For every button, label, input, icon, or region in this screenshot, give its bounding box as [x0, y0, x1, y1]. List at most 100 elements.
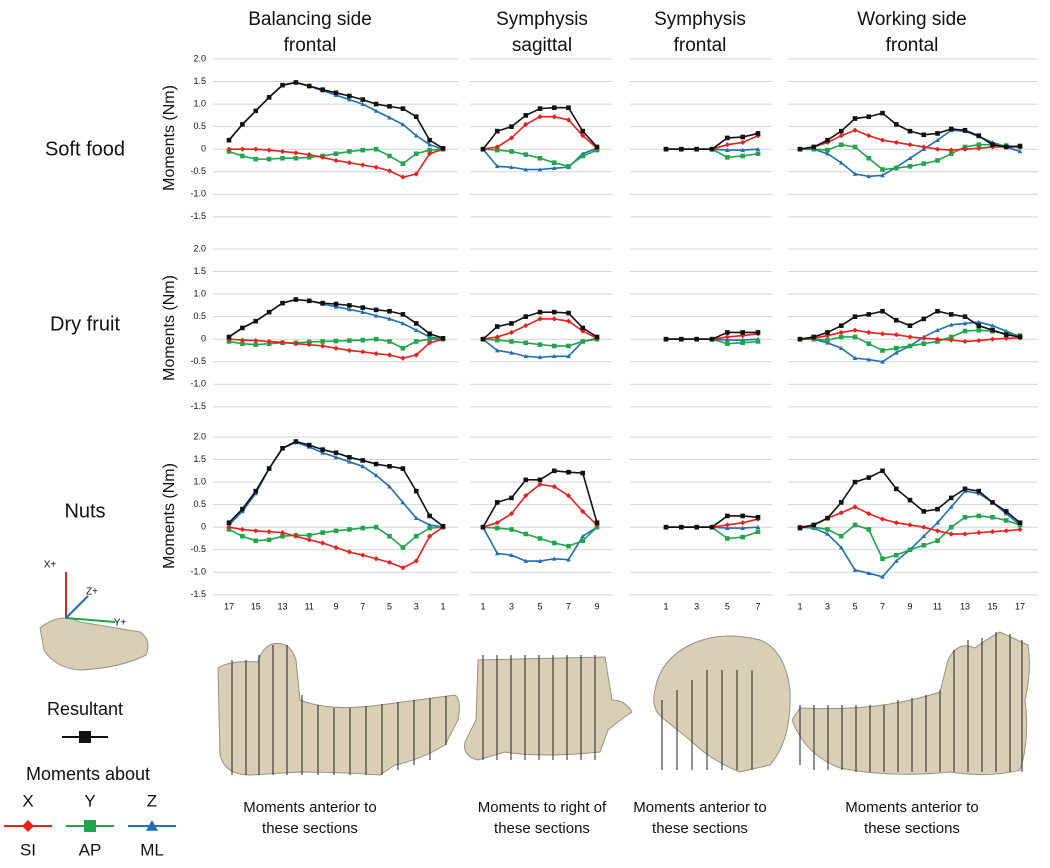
x-tick-label: 9: [594, 601, 599, 611]
marker: [373, 146, 379, 152]
marker: [880, 359, 885, 364]
marker: [360, 337, 366, 343]
marker: [976, 530, 982, 536]
marker: [921, 533, 927, 539]
marker: [948, 495, 954, 501]
marker: [413, 488, 419, 494]
marker: [320, 447, 325, 452]
marker: [386, 559, 393, 565]
marker: [551, 309, 557, 315]
marker: [333, 528, 339, 534]
marker: [386, 168, 393, 174]
marker: [509, 350, 514, 355]
marker: [280, 82, 285, 88]
marker: [907, 522, 913, 528]
marker: [253, 528, 259, 534]
marker: [566, 543, 571, 549]
marker: [907, 323, 913, 328]
y-tick-label: 1.5: [193, 76, 206, 86]
marker: [427, 513, 432, 519]
marker: [976, 488, 982, 494]
marker: [413, 533, 419, 539]
marker: [253, 342, 259, 347]
marker: [755, 524, 761, 530]
marker: [866, 312, 872, 317]
marker: [935, 506, 940, 512]
legend-name: AP: [79, 840, 102, 859]
x-tick-label: 1: [663, 601, 668, 611]
series-line: [482, 483, 598, 528]
marker: [509, 149, 514, 154]
marker: [523, 152, 529, 157]
marker: [797, 146, 803, 152]
marker: [838, 500, 844, 505]
marker: [306, 442, 312, 448]
marker: [935, 520, 940, 525]
marker: [580, 470, 586, 476]
marker: [852, 171, 858, 176]
marker: [320, 154, 326, 160]
marker: [509, 527, 514, 532]
marker: [1003, 144, 1009, 150]
marker: [333, 454, 339, 460]
marker: [537, 536, 543, 541]
marker: [962, 314, 968, 319]
marker: [866, 511, 872, 517]
marker: [565, 493, 572, 499]
marker: [266, 529, 272, 535]
marker: [226, 524, 232, 530]
marker: [838, 160, 844, 165]
marker: [755, 514, 761, 520]
marker: [879, 516, 886, 522]
marker: [990, 323, 995, 328]
marker: [709, 524, 715, 530]
marker: [279, 148, 286, 155]
y-tick-label: 1.0: [193, 98, 206, 108]
marker: [566, 343, 571, 349]
marker: [580, 133, 586, 139]
marker: [694, 146, 699, 152]
caption: Moments anterior to: [845, 799, 978, 816]
marker: [935, 158, 940, 163]
marker: [427, 336, 432, 342]
marker: [253, 318, 259, 324]
marker: [400, 500, 406, 505]
marker: [320, 339, 325, 344]
x-tick-label: 1: [480, 601, 485, 611]
marker: [893, 350, 899, 355]
marker: [523, 493, 529, 499]
marker: [146, 820, 158, 831]
marker: [880, 110, 885, 116]
marker: [84, 820, 96, 832]
marker: [347, 454, 352, 460]
marker: [1003, 509, 1009, 514]
marker: [494, 164, 500, 169]
marker: [990, 500, 995, 505]
marker: [387, 308, 392, 314]
marker: [480, 524, 486, 530]
marker: [523, 121, 529, 127]
x-tick-label: 15: [251, 601, 261, 611]
marker: [360, 349, 366, 355]
marker: [293, 297, 299, 302]
marker: [852, 144, 858, 150]
marker: [907, 343, 913, 349]
marker: [725, 147, 730, 152]
marker: [373, 108, 379, 113]
marker: [523, 354, 529, 359]
x-tick-label: 7: [880, 601, 885, 611]
marker: [866, 173, 872, 179]
marker: [240, 122, 245, 127]
marker: [755, 330, 761, 335]
marker: [346, 549, 352, 555]
y-tick-label: -0.5: [190, 544, 206, 554]
marker: [280, 533, 285, 539]
marker: [333, 338, 339, 344]
y-tick-label: 0.5: [193, 311, 206, 321]
y-tick-label: 0: [201, 144, 206, 154]
marker: [360, 458, 366, 463]
marker: [580, 328, 586, 334]
marker: [400, 565, 406, 571]
y-tick-label: 0.5: [193, 499, 206, 509]
marker: [976, 323, 982, 328]
